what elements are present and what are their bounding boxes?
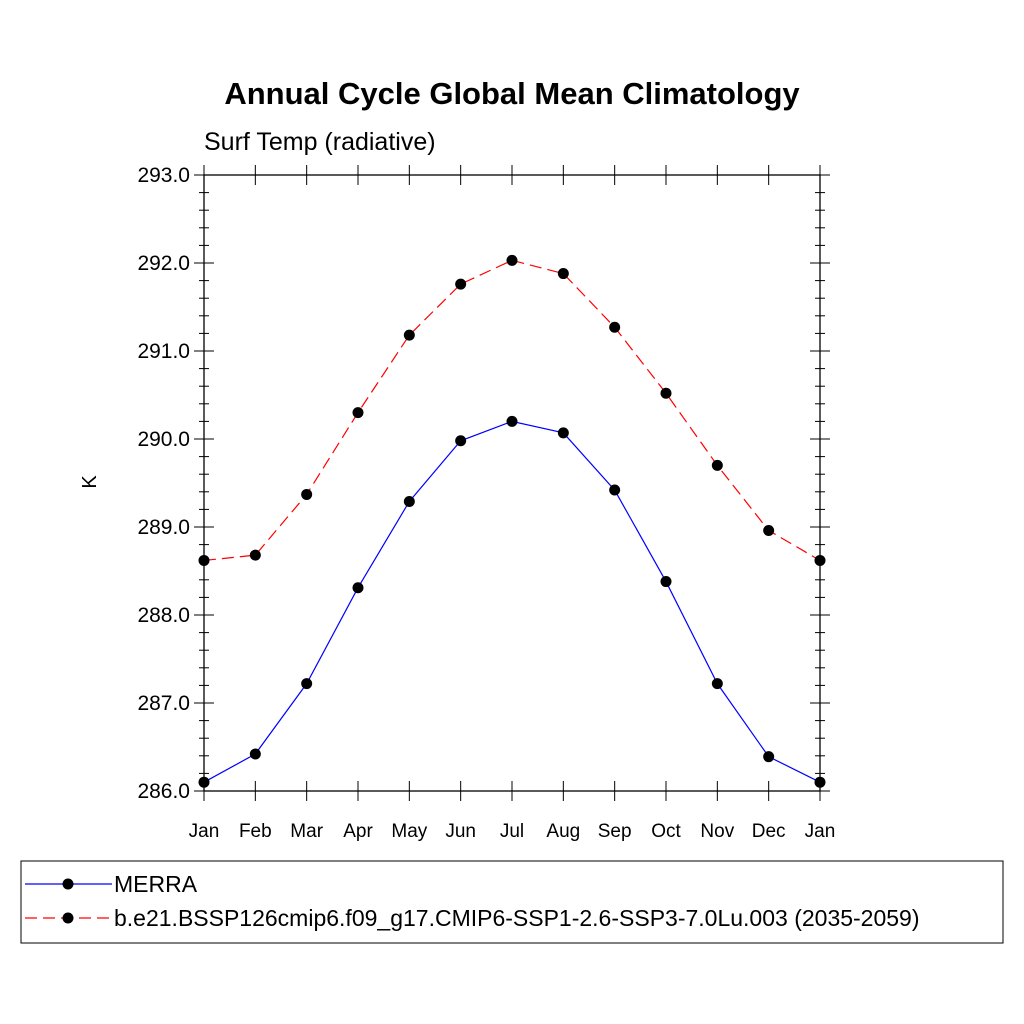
x-tick-label: Nov bbox=[700, 821, 734, 842]
data-point-series-1 bbox=[506, 254, 518, 266]
y-tick-label: 287.0 bbox=[137, 692, 190, 715]
minor-ticks bbox=[199, 192, 825, 774]
y-tick-label: 291.0 bbox=[137, 340, 190, 363]
data-point-series-0 bbox=[403, 495, 415, 507]
x-tick-label: May bbox=[391, 821, 427, 842]
data-point-series-0 bbox=[506, 415, 518, 427]
y-tick-label: 289.0 bbox=[137, 516, 190, 539]
data-point-series-1 bbox=[301, 488, 313, 500]
data-point-series-0 bbox=[763, 751, 775, 763]
y-tick-label: 293.0 bbox=[137, 164, 190, 187]
x-tick-label: Dec bbox=[752, 821, 786, 842]
major-ticks bbox=[194, 165, 830, 801]
y-tick-label: 292.0 bbox=[137, 252, 190, 275]
legend-marker bbox=[62, 912, 74, 924]
x-tick-label: Sep bbox=[598, 821, 632, 842]
x-tick-label: Aug bbox=[546, 821, 580, 842]
data-point-series-1 bbox=[249, 549, 261, 561]
x-tick-label: Apr bbox=[343, 821, 373, 842]
data-point-series-0 bbox=[352, 582, 364, 594]
data-point-series-1 bbox=[403, 329, 415, 341]
y-tick-label: 288.0 bbox=[137, 604, 190, 627]
data-point-series-1 bbox=[352, 407, 364, 419]
chart-subtitle: Surf Temp (radiative) bbox=[204, 128, 436, 156]
data-point-series-1 bbox=[763, 525, 775, 537]
data-point-series-0 bbox=[814, 776, 826, 788]
series-lines bbox=[203, 259, 821, 783]
legend-box bbox=[20, 860, 1004, 944]
x-tick-label: Oct bbox=[651, 821, 681, 842]
legend-label: b.e21.BSSP126cmip6.f09_g17.CMIP6-SSP1-2.… bbox=[114, 905, 920, 931]
y-tick-labels: 286.0 287.0 288.0 289.0 290.0 291.0 292.0 293.0 bbox=[137, 164, 190, 803]
x-tick-label: Jul bbox=[500, 821, 524, 842]
data-point-series-0 bbox=[609, 484, 621, 496]
data-point-series-1 bbox=[198, 554, 210, 566]
y-tick-label: 286.0 bbox=[137, 780, 190, 803]
x-tick-label: Jan bbox=[189, 821, 220, 842]
data-point-series-0 bbox=[557, 427, 569, 439]
legend: MERRA b.e21.BSSP126cmip6.f09_g17.CMIP6-SS… bbox=[20, 860, 1004, 944]
y-axis-label: K bbox=[79, 475, 101, 489]
data-point-series-1 bbox=[814, 554, 826, 566]
series-line-0 bbox=[203, 420, 821, 783]
data-point-series-1 bbox=[557, 268, 569, 280]
x-tick-label: Mar bbox=[290, 821, 323, 842]
data-point-series-0 bbox=[660, 576, 672, 588]
data-point-series-0 bbox=[711, 678, 723, 690]
y-tick-label: 290.0 bbox=[137, 428, 190, 451]
data-point-series-1 bbox=[609, 321, 621, 333]
data-point-series-1 bbox=[711, 459, 723, 471]
x-tick-label: Feb bbox=[239, 821, 272, 842]
data-point-series-0 bbox=[249, 748, 261, 760]
legend-label: MERRA bbox=[114, 871, 198, 897]
data-point-series-0 bbox=[198, 776, 210, 788]
data-point-series-1 bbox=[455, 278, 467, 290]
series-points bbox=[198, 254, 826, 788]
data-point-series-0 bbox=[301, 678, 313, 690]
data-point-series-1 bbox=[660, 387, 672, 399]
data-point-series-0 bbox=[455, 435, 467, 447]
chart-title: Annual Cycle Global Mean Climatology bbox=[224, 76, 800, 111]
x-tick-labels: Jan Feb Mar Apr May Jun Jul Aug Sep Oct Nov Dec Jan bbox=[189, 821, 836, 842]
x-tick-label: Jan bbox=[805, 821, 836, 842]
series-line-1 bbox=[203, 259, 821, 562]
legend-marker bbox=[62, 878, 74, 890]
x-tick-label: Jun bbox=[445, 821, 476, 842]
